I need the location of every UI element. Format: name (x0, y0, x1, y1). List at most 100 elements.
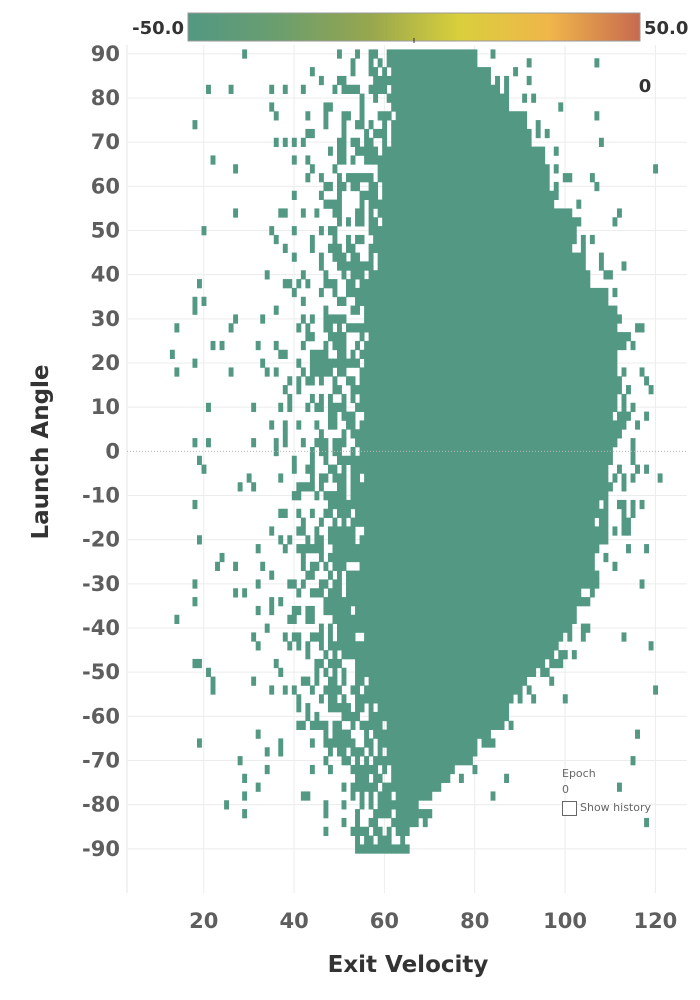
heatmap-cell (386, 658, 392, 669)
heatmap-cell (467, 208, 473, 218)
heatmap-cell (603, 376, 609, 386)
heatmap-cell (368, 385, 374, 395)
heatmap-cell (477, 535, 482, 545)
heatmap-cell (508, 323, 514, 333)
heatmap-cell (445, 658, 451, 669)
heatmap-cell (490, 393, 496, 404)
heatmap-cell (486, 508, 491, 518)
heatmap-cell (373, 411, 379, 421)
heatmap-cell (327, 764, 333, 775)
heatmap-cell (490, 332, 496, 342)
heatmap-cell (436, 614, 442, 624)
heatmap-cell (427, 155, 433, 165)
heatmap-cell (391, 173, 397, 183)
heatmap-cell (440, 146, 446, 156)
heatmap-cell (355, 552, 360, 563)
heatmap-cell (409, 93, 415, 103)
heatmap-cell (508, 464, 514, 474)
heatmap-cell (495, 614, 500, 624)
heatmap-cell (621, 632, 627, 642)
heatmap-cell (327, 499, 333, 510)
heatmap-cell (323, 597, 329, 607)
heatmap-cell (296, 482, 302, 492)
heatmap-cell (458, 181, 464, 192)
heatmap-cell (522, 323, 528, 333)
heatmap-cell (400, 75, 406, 86)
heatmap-cell (467, 729, 473, 739)
heatmap-cell (472, 217, 478, 227)
heatmap-cell (495, 164, 500, 174)
heatmap-cell (621, 367, 627, 377)
show-history-toggle[interactable]: Show history (562, 800, 682, 816)
heatmap-cell (373, 605, 379, 616)
heatmap-cell (544, 491, 550, 501)
heatmap-cell (309, 738, 315, 748)
heatmap-cell (413, 358, 419, 368)
heatmap-cell (309, 588, 315, 598)
heatmap-cell (413, 393, 419, 404)
heatmap-cell (337, 181, 342, 192)
heatmap-cell (472, 605, 478, 616)
heatmap-cell (553, 287, 559, 298)
heatmap-cell (368, 667, 374, 677)
heatmap-cell (309, 164, 315, 174)
heatmap-cell (404, 561, 410, 571)
heatmap-cell (341, 411, 347, 421)
heatmap-cell (567, 561, 573, 571)
heatmap-cell (513, 429, 519, 439)
heatmap-cell (544, 376, 550, 386)
heatmap-cell (454, 720, 460, 730)
heatmap-cell (440, 438, 446, 448)
heatmap-cell (318, 287, 324, 298)
heatmap-cell (513, 137, 519, 147)
heatmap-cell (463, 128, 469, 139)
heatmap-cell (373, 517, 379, 527)
heatmap-cell (603, 393, 609, 404)
heatmap-cell (481, 411, 487, 421)
heatmap-cell (522, 623, 528, 633)
heatmap-cell (413, 234, 419, 245)
heatmap-cell (504, 393, 510, 404)
heatmap-cell (418, 703, 424, 713)
heatmap-cell (490, 84, 496, 94)
heatmap-cell (504, 455, 510, 465)
heatmap-cell (373, 658, 379, 669)
heatmap-cell (477, 517, 482, 527)
heatmap-cell (449, 764, 455, 775)
heatmap-cell (481, 694, 487, 704)
heatmap-cell (499, 605, 505, 616)
heatmap-cell (359, 279, 365, 289)
heatmap-cell (427, 561, 433, 571)
heatmap-cell (504, 305, 510, 315)
heatmap-cell (436, 703, 442, 713)
heatmap-cell (327, 420, 333, 430)
heatmap-cell (504, 252, 510, 262)
heatmap-cell (355, 641, 360, 651)
heatmap-cell (486, 314, 491, 324)
heatmap-cell (449, 376, 455, 386)
heatmap-cell (404, 791, 410, 801)
heatmap-cell (576, 270, 582, 280)
heatmap-cell (585, 429, 591, 439)
heatmap-cell (359, 773, 365, 783)
heatmap-cell (377, 641, 383, 651)
heatmap-cell (472, 393, 478, 404)
heatmap-cell (531, 526, 537, 536)
y-tick-label: -40 (82, 616, 120, 640)
heatmap-cell (427, 208, 433, 218)
heatmap-cell (440, 632, 446, 642)
heatmap-cell (467, 535, 473, 545)
heatmap-cell (413, 367, 419, 377)
heatmap-cell (377, 367, 383, 377)
heatmap-cell (540, 349, 546, 359)
heatmap-cell (463, 535, 469, 545)
heatmap-cell (499, 420, 505, 430)
show-history-checkbox[interactable] (562, 800, 577, 816)
heatmap-cell (422, 164, 428, 174)
heatmap-cell (585, 570, 591, 580)
heatmap-cell (400, 367, 406, 377)
heatmap-cell (522, 199, 528, 209)
heatmap-cell (427, 226, 433, 236)
heatmap-cell (549, 261, 555, 271)
